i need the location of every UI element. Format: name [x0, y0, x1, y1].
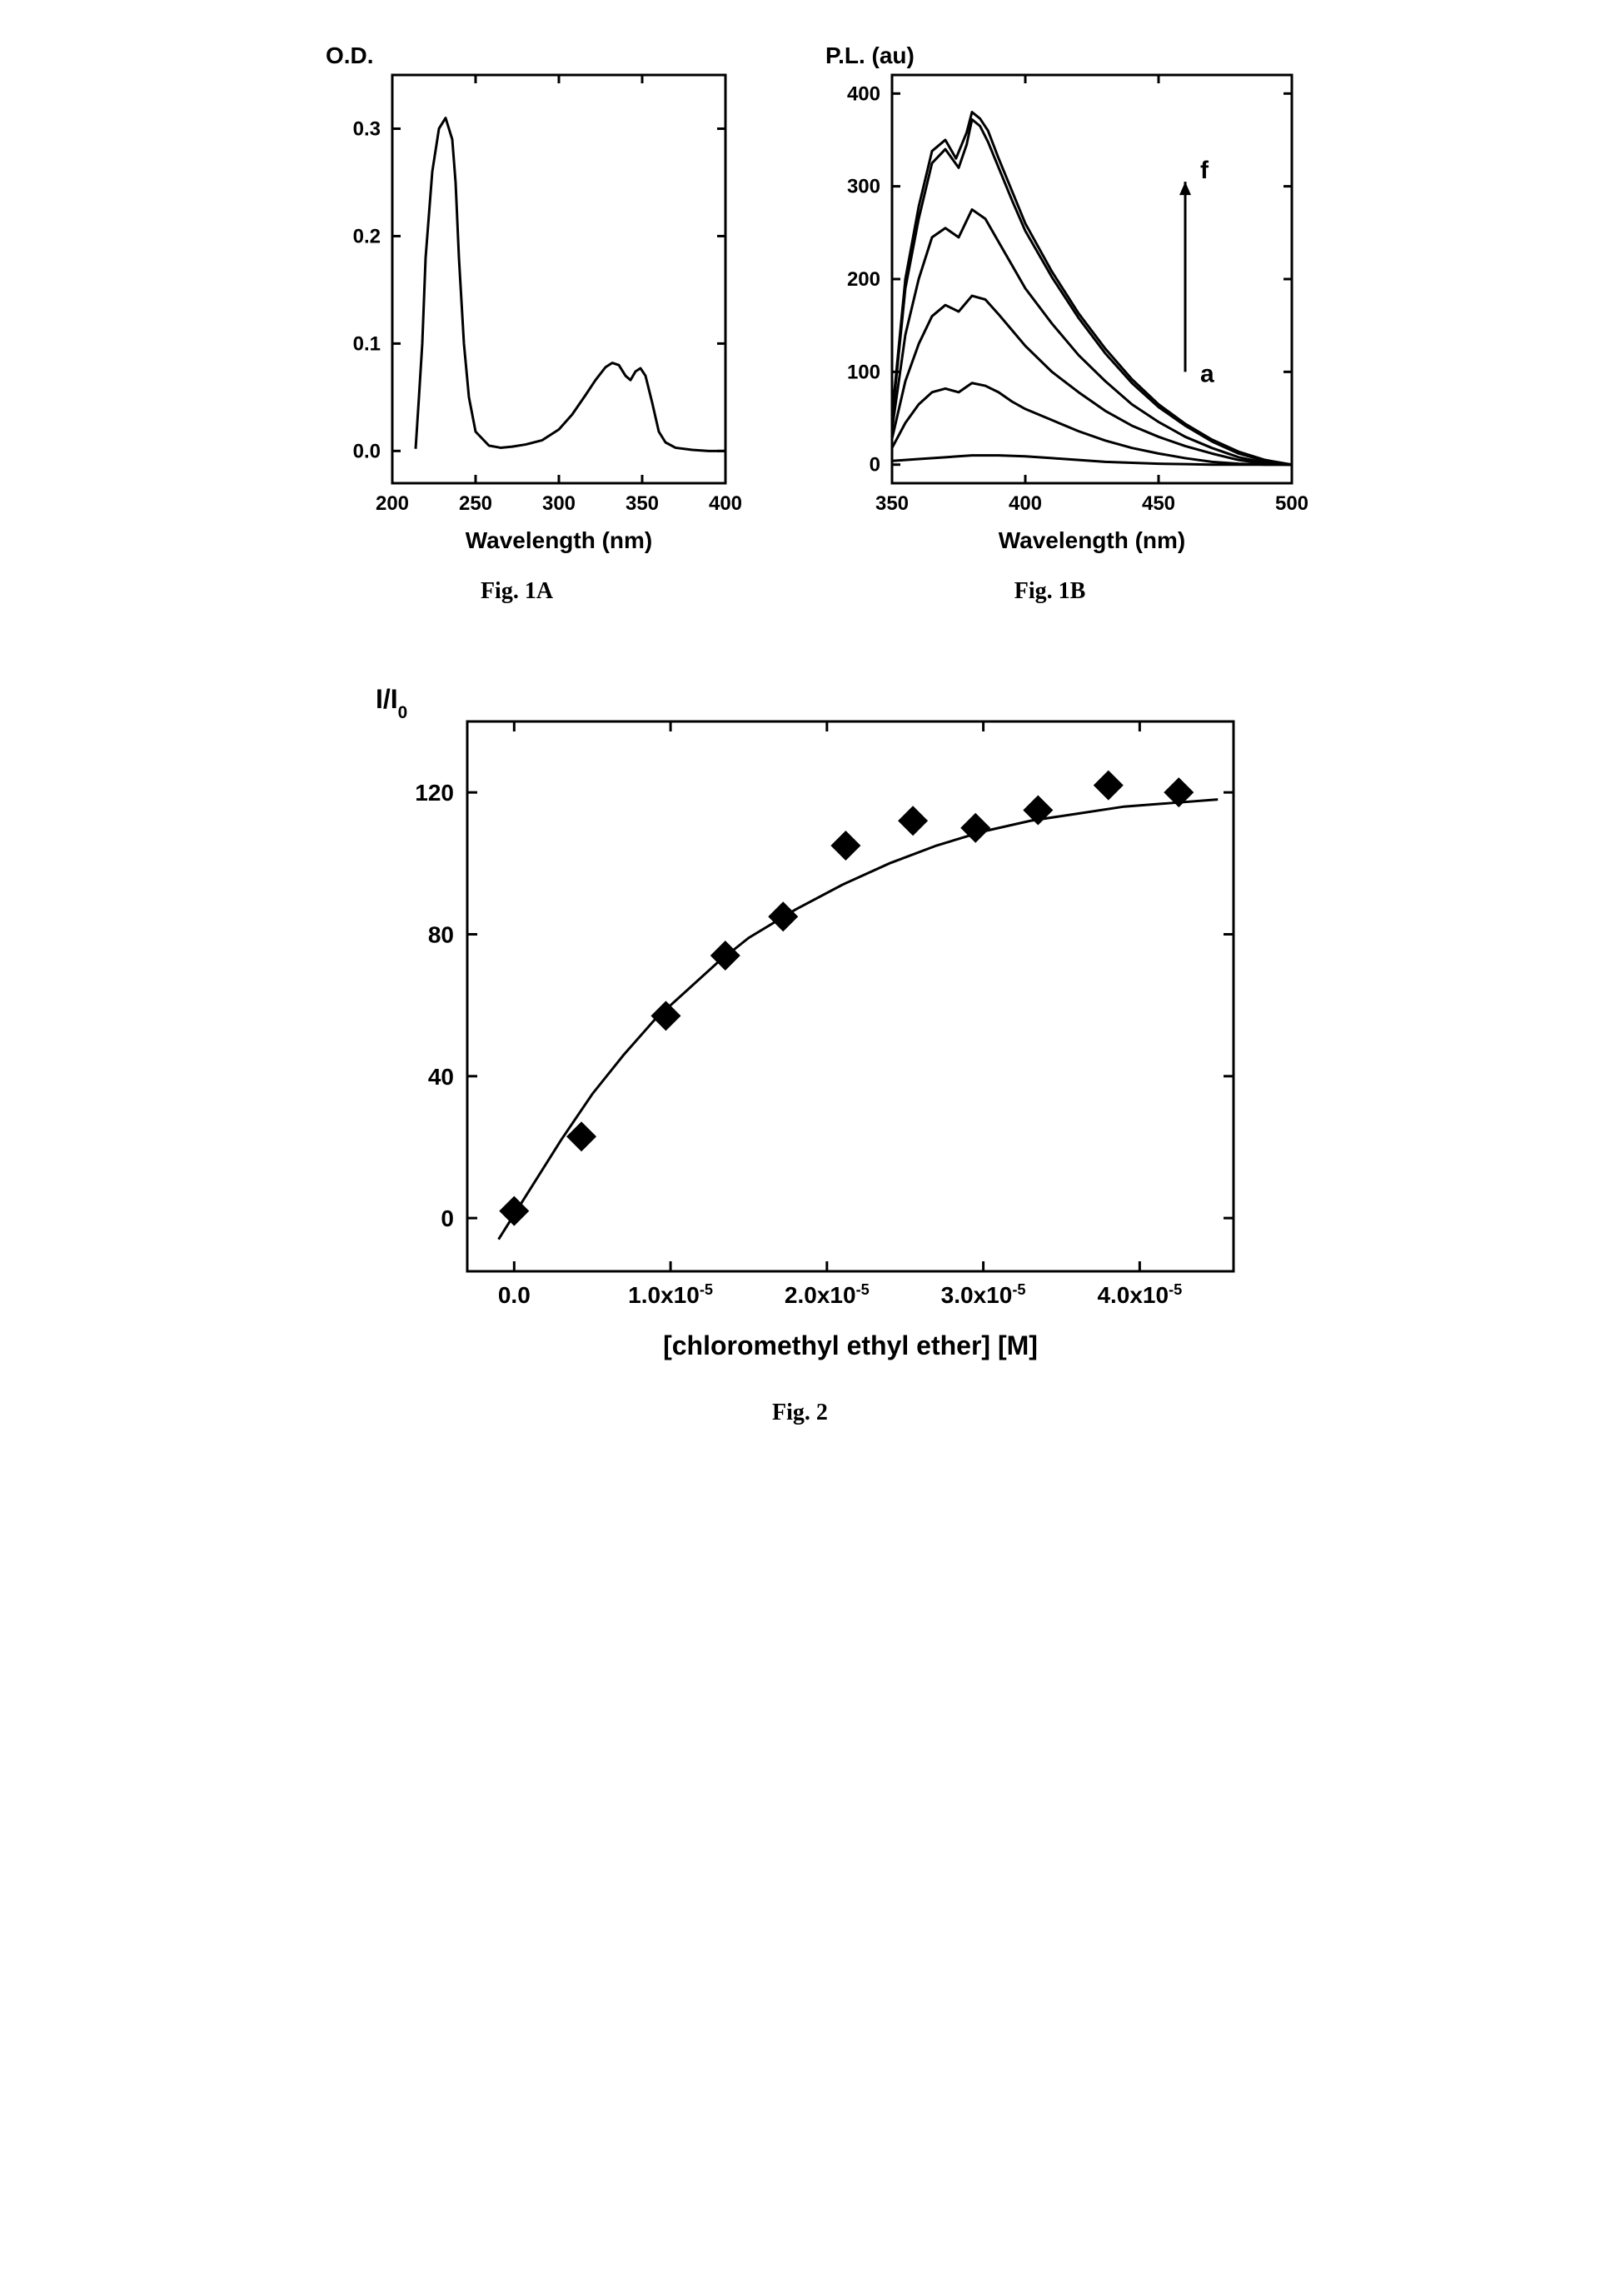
fig1a-chart: 200 250 300 350 400 0.0 0.1 0.2 0.3 O.D. Wavelengt… — [292, 33, 742, 567]
svg-text:0: 0 — [869, 454, 880, 477]
svg-text:0.2: 0.2 — [352, 225, 380, 247]
svg-text:0.1: 0.1 — [352, 332, 380, 355]
fig2-container: 0.0 1.0x10-5 2.0x10-5 3.0x10-5 4.0x10-5 0 40 80… — [217, 671, 1383, 1426]
svg-text:P.L. (au): P.L. (au) — [825, 42, 915, 68]
svg-text:500: 500 — [1274, 492, 1308, 515]
svg-text:Wavelength (nm): Wavelength (nm) — [465, 527, 652, 553]
svg-text:400: 400 — [708, 492, 741, 515]
svg-text:0.3: 0.3 — [352, 117, 380, 140]
svg-text:O.D.: O.D. — [326, 42, 374, 68]
svg-text:300: 300 — [541, 492, 575, 515]
svg-text:250: 250 — [458, 492, 491, 515]
svg-text:a: a — [1200, 360, 1214, 387]
svg-text:4.0x10-5: 4.0x10-5 — [1097, 1281, 1182, 1308]
svg-text:2.0x10-5: 2.0x10-5 — [784, 1281, 869, 1308]
svg-text:400: 400 — [846, 82, 880, 105]
fig1a-container: 200 250 300 350 400 0.0 0.1 0.2 0.3 O.D. Wavelengt… — [292, 33, 742, 605]
svg-text:100: 100 — [846, 361, 880, 383]
svg-text:300: 300 — [846, 176, 880, 198]
svg-text:450: 450 — [1141, 492, 1174, 515]
fig1b-caption: Fig. 1B — [1014, 578, 1086, 605]
svg-text:f: f — [1200, 157, 1209, 184]
svg-text:80: 80 — [427, 921, 453, 947]
fig2-caption: Fig. 2 — [772, 1400, 828, 1426]
svg-text:[chloromethyl ethyl ether] [M]: [chloromethyl ethyl ether] [M] — [663, 1330, 1038, 1360]
svg-text:120: 120 — [415, 780, 454, 806]
svg-text:I/I0: I/I0 — [376, 684, 407, 722]
svg-text:350: 350 — [625, 492, 658, 515]
fig2-chart: 0.0 1.0x10-5 2.0x10-5 3.0x10-5 4.0x10-5 0 40 80… — [342, 671, 1259, 1388]
fig1b-chart: 350 400 450 500 0 100 200 300 400 P.L. (au) Wavele… — [792, 33, 1308, 567]
svg-text:3.0x10-5: 3.0x10-5 — [940, 1281, 1025, 1308]
svg-text:350: 350 — [875, 492, 908, 515]
svg-text:Wavelength (nm): Wavelength (nm) — [998, 527, 1185, 553]
svg-text:200: 200 — [375, 492, 408, 515]
svg-text:400: 400 — [1008, 492, 1041, 515]
svg-text:0.0: 0.0 — [497, 1282, 530, 1308]
fig1a-caption: Fig. 1A — [481, 578, 553, 605]
svg-text:40: 40 — [427, 1064, 453, 1090]
svg-text:0: 0 — [441, 1205, 454, 1231]
svg-text:200: 200 — [846, 268, 880, 291]
fig1b-container: 350 400 450 500 0 100 200 300 400 P.L. (au) Wavele… — [792, 33, 1308, 605]
svg-text:0.0: 0.0 — [352, 440, 380, 462]
svg-text:1.0x10-5: 1.0x10-5 — [628, 1281, 713, 1308]
